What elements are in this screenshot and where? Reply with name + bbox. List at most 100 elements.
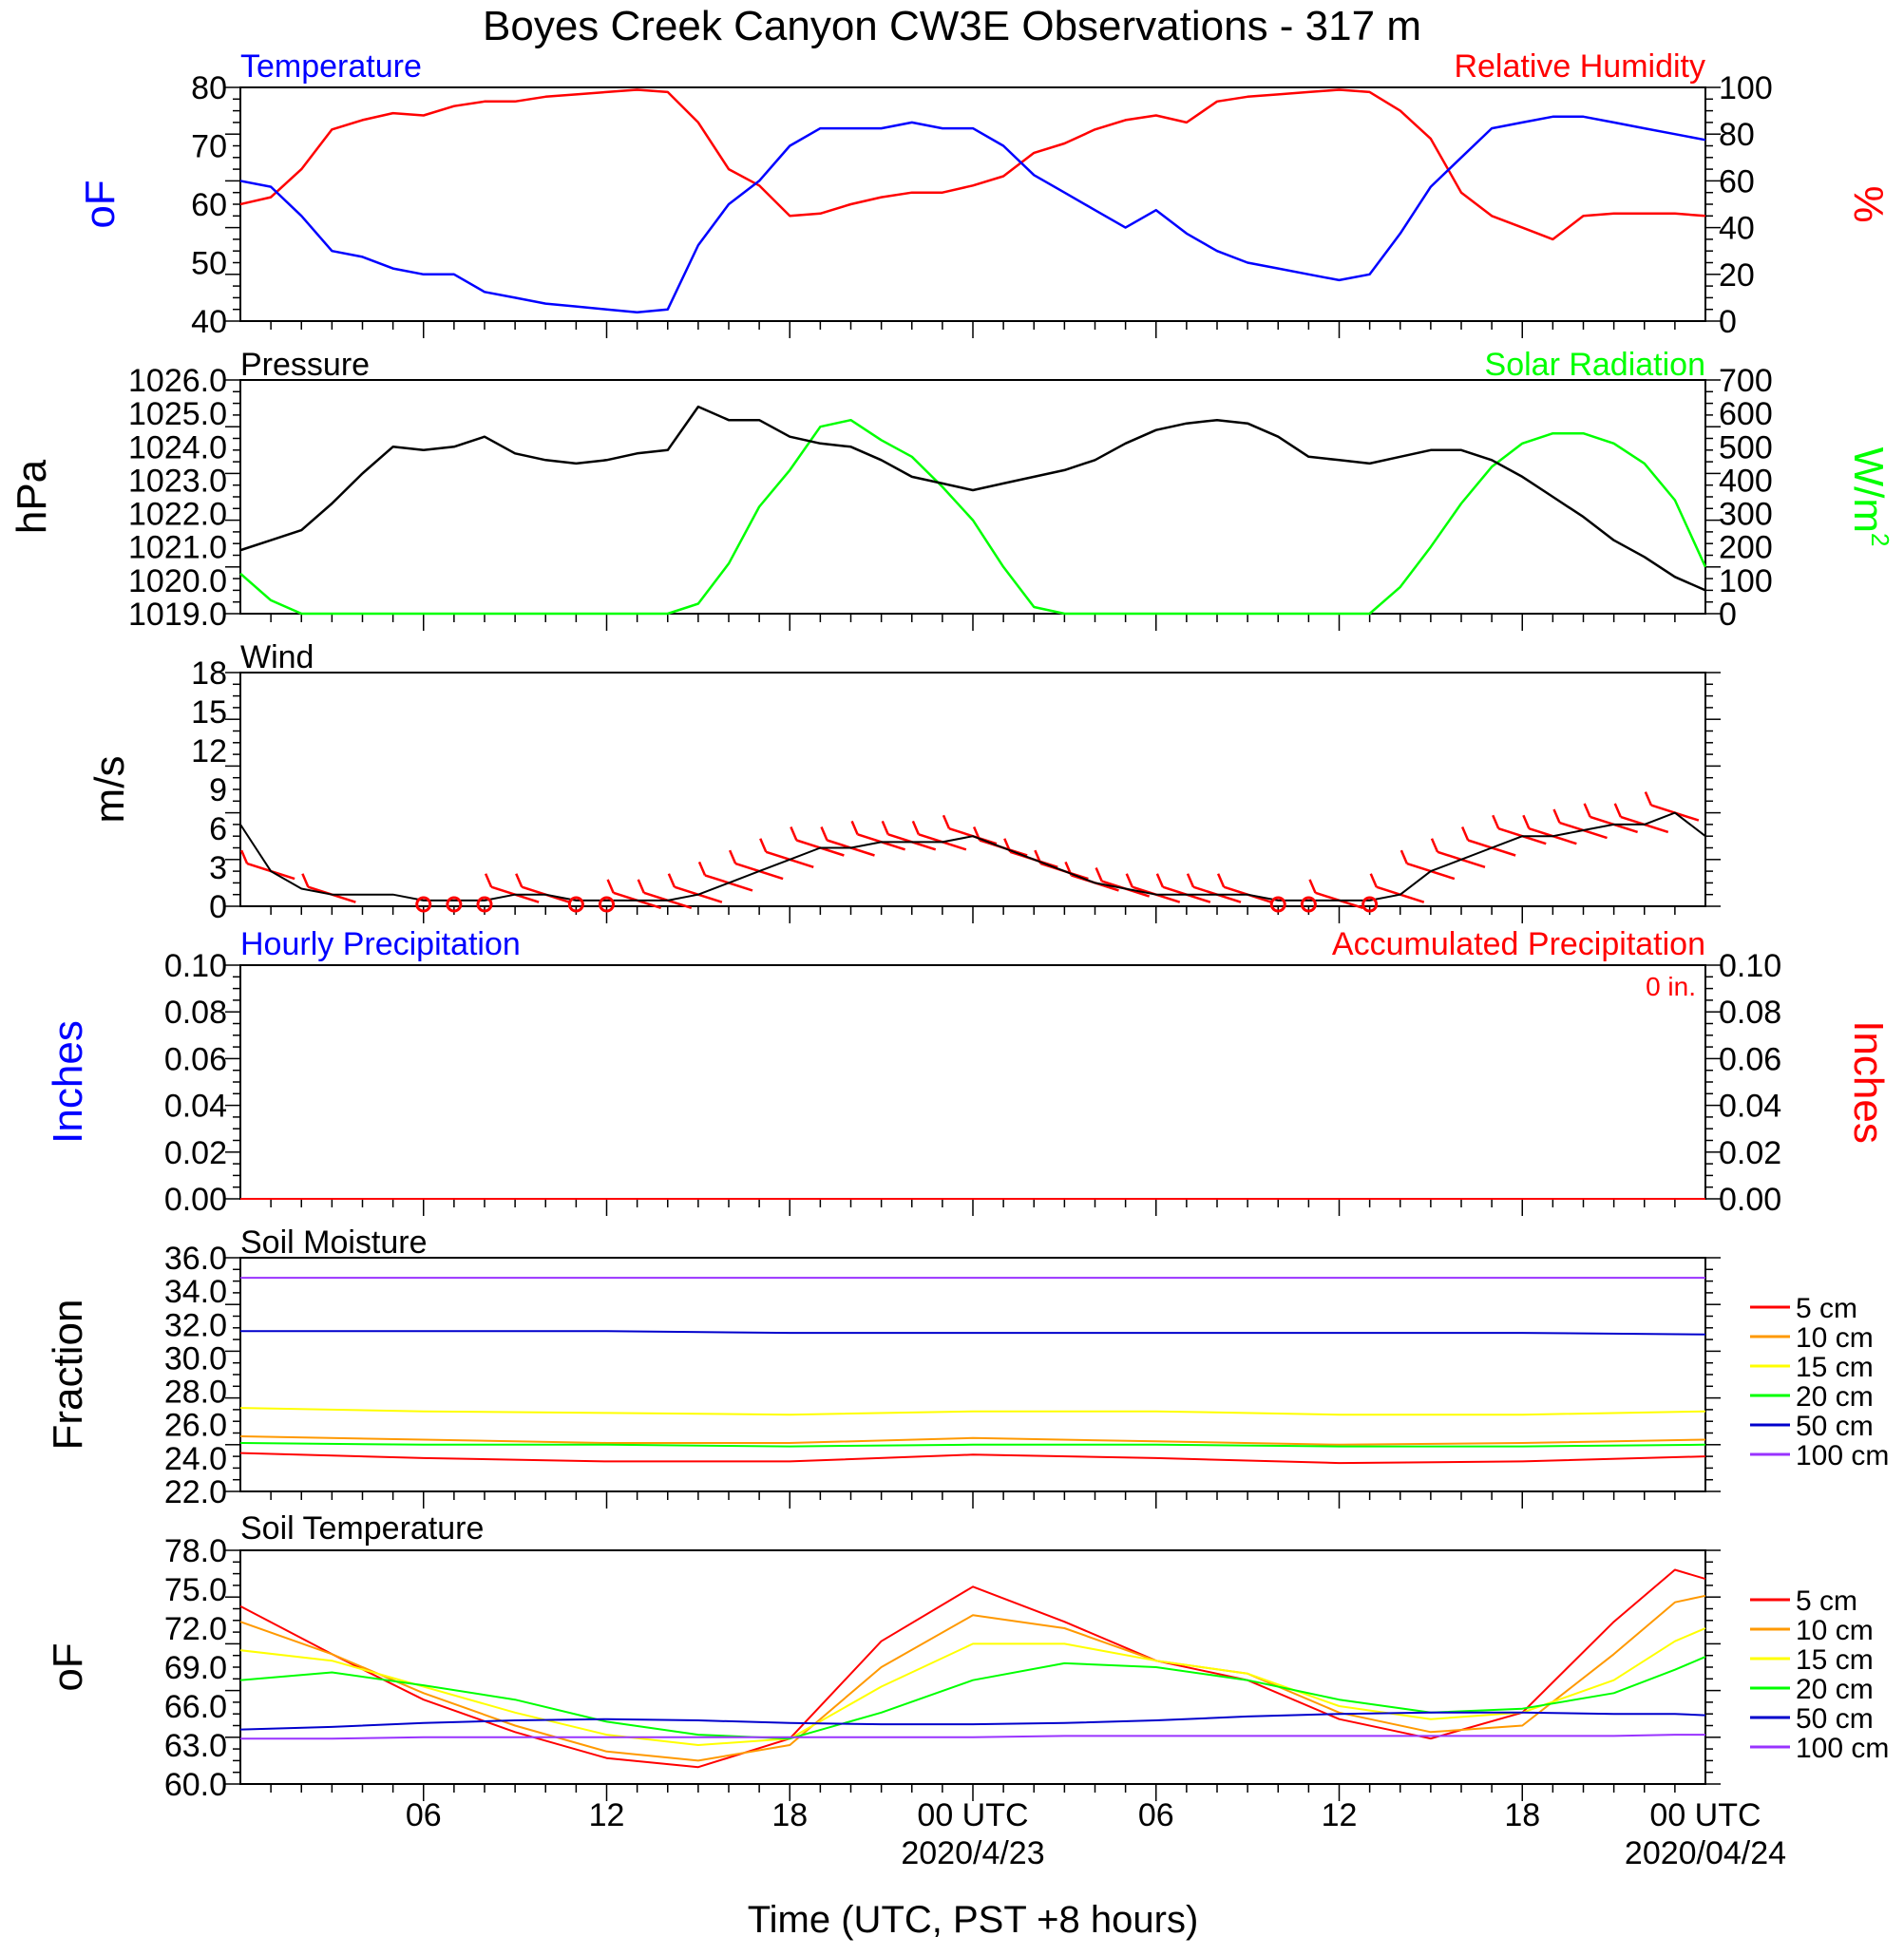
humidity-tick-label: 20 <box>1719 257 1755 294</box>
pressure-axis-unit: hPa <box>9 459 55 534</box>
wind-barb-feather <box>759 838 768 853</box>
calm-wind-marker <box>1269 896 1286 913</box>
soil-moisture-legend-label: 10 cm <box>1796 1322 1874 1354</box>
soil-temperature-tick-label: 69.0 <box>164 1650 227 1686</box>
calm-wind-marker <box>1361 896 1379 913</box>
hourly-precip-tick-label: 0.08 <box>164 995 227 1031</box>
soil-moisture-panel: Soil Moisture Fraction 36.034.032.030.02… <box>45 1224 1889 1510</box>
wind-barb-feather <box>1186 873 1195 888</box>
wind-tick-label: 18 <box>191 655 227 692</box>
wind-tick-label: 9 <box>209 772 227 808</box>
wind-barb-feather <box>1125 873 1133 888</box>
humidity-tick-label: 40 <box>1719 211 1755 247</box>
wind-barb-feather <box>1460 826 1470 841</box>
temperature-humidity-plot-area <box>239 86 1706 322</box>
soil-moisture-line <box>239 1452 1706 1465</box>
humidity-tick-label: 0 <box>1719 304 1737 340</box>
pressure-tick-label: 1021.0 <box>128 530 227 566</box>
calm-wind-marker <box>567 896 584 913</box>
humidity-tick-label: 60 <box>1719 163 1755 199</box>
temperature-line <box>239 115 1706 314</box>
pressure-panel-title: Pressure <box>240 347 370 383</box>
time-tick-label: 12 <box>589 1797 625 1833</box>
soil-moisture-tick-label: 30.0 <box>164 1340 227 1376</box>
hourly-precip-title: Hourly Precipitation <box>240 926 521 962</box>
accum-precip-axis-unit: Inches <box>1845 1020 1892 1144</box>
soil-moisture-tick-label: 36.0 <box>164 1241 227 1277</box>
soil-temperature-tick-label: 60.0 <box>164 1767 227 1803</box>
accum-precip-title: Accumulated Precipitation <box>1332 926 1705 962</box>
humidity-panel-title: Relative Humidity <box>1454 48 1705 85</box>
wind-barb-feather <box>301 873 310 888</box>
soil-moisture-plot-area <box>239 1257 1706 1492</box>
accum-precip-total: 0 in. <box>1646 972 1696 1001</box>
soil-moisture-axis-unit: Fraction <box>45 1300 91 1451</box>
soil-temperature-panel-title: Soil Temperature <box>240 1510 484 1547</box>
soil-temperature-tick-label: 66.0 <box>164 1689 227 1725</box>
hourly-precip-tick-label: 0.00 <box>164 1182 227 1218</box>
calm-wind-marker <box>1300 896 1317 913</box>
time-tick-label: 06 <box>406 1797 442 1833</box>
soil-moisture-line <box>239 1442 1706 1448</box>
wind-barb-feather <box>1552 808 1561 824</box>
wind-axis-unit: m/s <box>86 756 133 824</box>
pressure-tick-label: 1020.0 <box>128 563 227 599</box>
soil-moisture-tick-label: 28.0 <box>164 1375 227 1411</box>
wind-barb-feather <box>239 849 249 864</box>
wind-barb-feather <box>637 879 645 894</box>
soil-moisture-legend-label: 20 cm <box>1796 1381 1874 1413</box>
wind-tick-label: 15 <box>191 694 227 731</box>
solar-tick-label: 0 <box>1719 597 1737 633</box>
date-label: 2020/04/24 <box>1625 1835 1786 1871</box>
calm-wind-marker <box>446 896 463 913</box>
wind-barb-feather <box>1155 873 1165 888</box>
solar-tick-label: 300 <box>1719 497 1773 533</box>
wind-barb-feather <box>697 861 707 876</box>
soil-temperature-legend-label: 20 cm <box>1796 1674 1874 1705</box>
hourly-precip-tick-label: 0.02 <box>164 1135 227 1171</box>
humidity-tick-label: 80 <box>1719 117 1755 153</box>
soil-moisture-legend-label: 100 cm <box>1796 1440 1889 1471</box>
soil-temperature-line <box>240 1734 1705 1740</box>
wind-barb-feather <box>484 873 493 888</box>
wind-barb-feather <box>1095 867 1103 883</box>
accum-precip-tick-label: 0.08 <box>1719 995 1781 1031</box>
pressure-solar-plot-area <box>239 379 1706 615</box>
soil-moisture-line <box>239 1407 1706 1416</box>
time-tick-label: 18 <box>1504 1797 1540 1833</box>
wind-barb-feather <box>515 873 524 888</box>
time-tick-label: 06 <box>1138 1797 1174 1833</box>
time-tick-label: 00 UTC <box>1649 1797 1761 1833</box>
solar-axis-unit-base: W/m <box>1845 447 1892 533</box>
pressure-tick-label: 1019.0 <box>128 597 227 633</box>
wind-barb-feather <box>1308 879 1317 894</box>
soil-temperature-plot-area <box>239 1549 1706 1785</box>
wind-barb-feather <box>1522 814 1531 829</box>
solar-tick-label: 400 <box>1719 463 1773 499</box>
time-tick-label: 12 <box>1322 1797 1358 1833</box>
x-axis-title: Time (UTC, PST +8 hours) <box>748 1899 1199 1941</box>
soil-temperature-tick-label: 78.0 <box>164 1533 227 1569</box>
calm-wind-marker <box>415 896 432 913</box>
hourly-precip-tick-label: 0.04 <box>164 1089 227 1125</box>
solar-axis-unit: W/m2 <box>1845 447 1894 547</box>
solar-tick-label: 500 <box>1719 429 1773 465</box>
time-tick-label: 18 <box>771 1797 808 1833</box>
soil-temperature-line <box>239 1711 1706 1731</box>
wind-barb-feather <box>911 820 921 835</box>
wind-plot-area <box>239 672 1706 907</box>
soil-temperature-panel: Soil Temperature oF 78.075.072.069.066.0… <box>45 1510 1889 1803</box>
soil-temperature-tick-label: 72.0 <box>164 1611 227 1647</box>
hourly-precip-axis-unit: Inches <box>45 1020 91 1144</box>
wind-panel-title: Wind <box>240 639 314 675</box>
date-label: 2020/4/23 <box>901 1835 1044 1871</box>
soil-temperature-axis-unit: oF <box>45 1642 91 1691</box>
wind-barb-feather <box>1399 849 1409 864</box>
wind-barb-feather <box>1430 838 1439 853</box>
chart-title: Boyes Creek Canyon CW3E Observations - 3… <box>483 3 1421 49</box>
precipitation-plot-area <box>239 964 1706 1200</box>
soil-moisture-tick-label: 32.0 <box>164 1307 227 1343</box>
wind-barb-feather <box>1369 873 1378 888</box>
